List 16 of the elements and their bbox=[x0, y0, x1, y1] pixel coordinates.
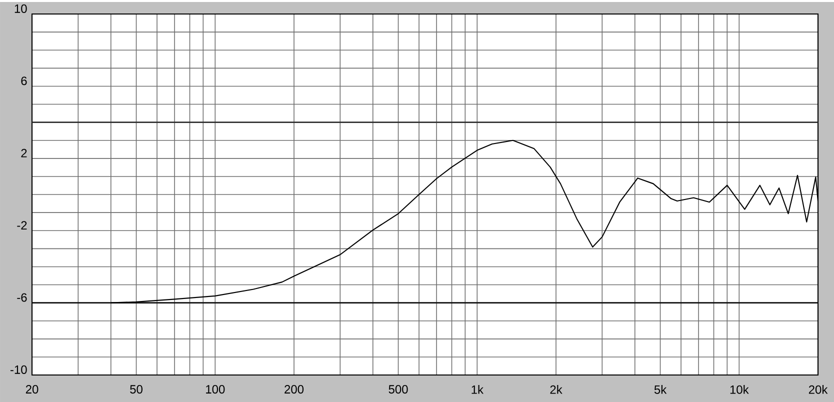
x-tick-label: 1k bbox=[472, 385, 484, 394]
x-tick-label: 200 bbox=[284, 385, 304, 394]
y-tick-label: 10 bbox=[14, 4, 27, 13]
x-tick-label: 20k bbox=[808, 385, 828, 394]
y-tick-label: 2 bbox=[21, 148, 27, 158]
x-tick-label: 50 bbox=[130, 385, 142, 394]
y-tick-label: 6 bbox=[21, 76, 27, 86]
y-tick-label: -10 bbox=[10, 365, 27, 374]
x-tick-label: 500 bbox=[388, 385, 408, 394]
x-tick-label: 5k bbox=[654, 385, 667, 394]
x-tick-label: 10k bbox=[730, 385, 749, 394]
y-tick-label: -6 bbox=[17, 293, 27, 302]
x-tick-label: 100 bbox=[206, 385, 225, 394]
x-tick-label: 20 bbox=[26, 385, 38, 394]
y-tick-label: -2 bbox=[17, 221, 27, 230]
x-tick-label: 2k bbox=[550, 385, 562, 394]
